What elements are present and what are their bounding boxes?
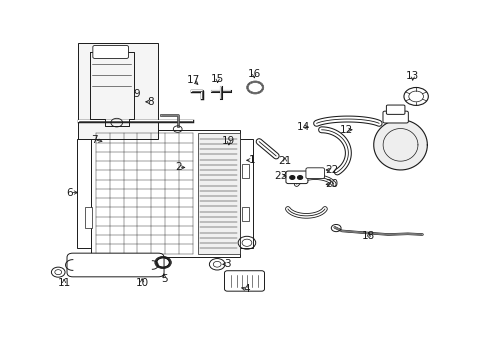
Text: 23: 23 bbox=[274, 171, 287, 181]
FancyBboxPatch shape bbox=[285, 171, 307, 184]
Text: 6: 6 bbox=[66, 188, 73, 198]
Text: 2: 2 bbox=[175, 162, 182, 172]
Text: 16: 16 bbox=[247, 69, 260, 79]
Text: 8: 8 bbox=[147, 97, 154, 107]
Polygon shape bbox=[373, 120, 427, 170]
Text: 15: 15 bbox=[211, 74, 224, 84]
Text: 22: 22 bbox=[325, 165, 338, 175]
Bar bbox=[198, 134, 239, 253]
Bar bbox=[241, 164, 248, 178]
FancyBboxPatch shape bbox=[224, 271, 264, 291]
Text: 17: 17 bbox=[186, 75, 200, 85]
Text: 20: 20 bbox=[325, 179, 338, 189]
Text: 10: 10 bbox=[135, 278, 148, 288]
Circle shape bbox=[289, 176, 294, 179]
Text: 14: 14 bbox=[296, 122, 309, 132]
Text: 12: 12 bbox=[340, 125, 353, 135]
FancyBboxPatch shape bbox=[67, 253, 163, 277]
FancyBboxPatch shape bbox=[386, 105, 404, 114]
Bar bbox=[77, 139, 92, 248]
Bar bbox=[238, 139, 253, 248]
Text: 7: 7 bbox=[91, 135, 98, 145]
Text: 11: 11 bbox=[58, 278, 71, 288]
FancyBboxPatch shape bbox=[93, 45, 128, 58]
Text: 19: 19 bbox=[222, 136, 235, 146]
Text: 4: 4 bbox=[243, 284, 250, 294]
Text: 5: 5 bbox=[161, 274, 167, 284]
Text: 18: 18 bbox=[362, 231, 375, 240]
Bar bbox=[78, 42, 158, 139]
FancyBboxPatch shape bbox=[305, 168, 324, 179]
Circle shape bbox=[297, 176, 302, 179]
Text: 1: 1 bbox=[248, 155, 255, 165]
Bar bbox=[91, 130, 239, 257]
FancyBboxPatch shape bbox=[382, 111, 407, 123]
Bar bbox=[85, 207, 92, 228]
Text: 3: 3 bbox=[224, 259, 230, 269]
Text: 21: 21 bbox=[278, 156, 291, 166]
Text: 9: 9 bbox=[133, 89, 139, 99]
Bar bbox=[241, 207, 248, 221]
Text: 13: 13 bbox=[405, 71, 419, 81]
